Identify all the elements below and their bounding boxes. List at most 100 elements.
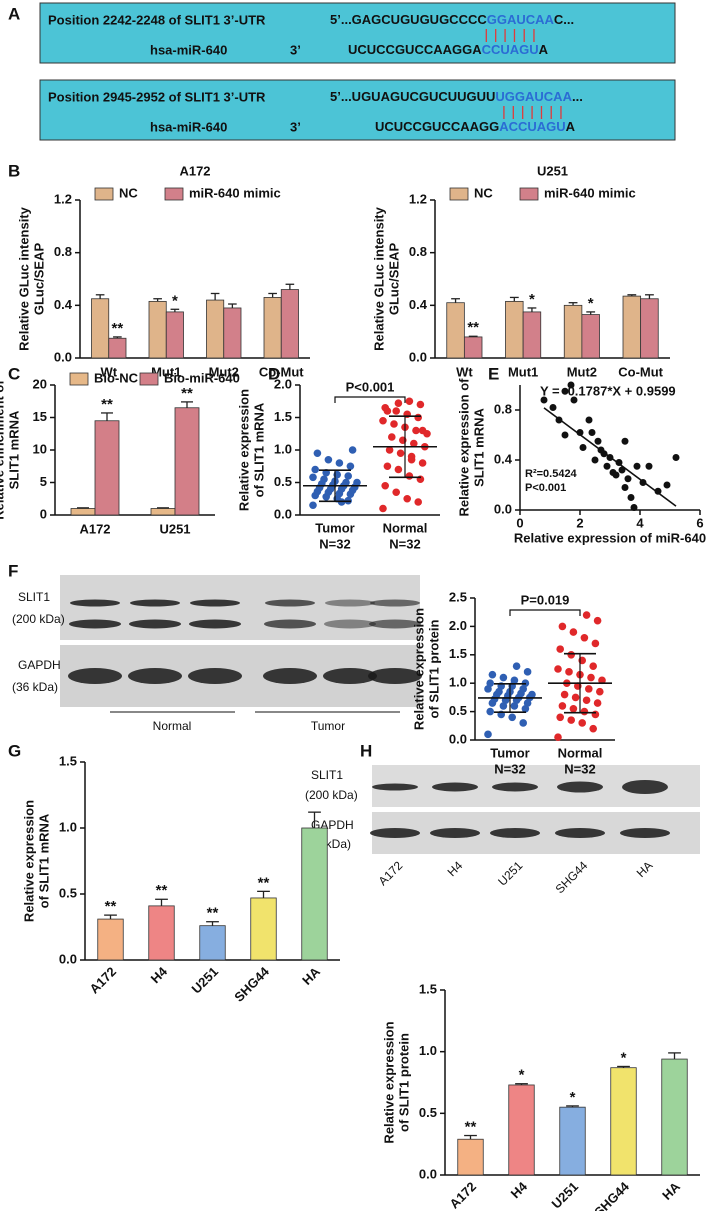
data-point — [645, 462, 653, 470]
data-point — [627, 494, 635, 501]
y-tick-label: 1.5 — [419, 981, 437, 996]
x-tick-label: U251 — [159, 521, 190, 536]
bar — [622, 295, 642, 359]
bar — [70, 508, 96, 516]
x-tick-label: Tumor — [315, 520, 354, 535]
data-point — [383, 462, 392, 471]
panel-label: H — [360, 741, 372, 760]
blot-band — [68, 668, 122, 684]
data-point — [558, 622, 567, 631]
legend-label: miR-640 mimic — [544, 185, 636, 200]
y-tick-label: 0.8 — [409, 244, 427, 259]
data-point — [379, 504, 387, 513]
data-point — [309, 473, 317, 482]
y-tick-label: 0.0 — [274, 506, 292, 521]
data-point — [313, 449, 322, 458]
data-point — [414, 413, 423, 422]
data-point — [672, 454, 680, 461]
x-tick-note: N=32 — [564, 761, 595, 776]
data-point — [585, 416, 593, 424]
data-point — [569, 628, 578, 636]
blot-band — [190, 599, 240, 607]
blot-band — [430, 828, 480, 838]
data-point — [554, 733, 562, 741]
blot-label: (200 kDa) — [12, 612, 65, 626]
significance-label: * — [621, 1049, 627, 1066]
bar — [301, 827, 328, 961]
sequence-part: CCUAGU — [482, 42, 539, 57]
x-tick-label: 0 — [516, 515, 523, 530]
blot-band — [130, 599, 180, 607]
sequence-box — [39, 79, 676, 141]
y-tick-label: 2.5 — [449, 589, 467, 604]
data-point — [624, 475, 632, 483]
legend-swatch — [139, 372, 159, 386]
data-point — [335, 459, 344, 467]
x-tick-label: Co-Mut — [259, 364, 304, 379]
data-point — [540, 396, 548, 404]
data-point — [348, 446, 357, 454]
y-tick-label: 0.0 — [494, 501, 512, 516]
data-point — [519, 719, 527, 727]
sequence-part: UCUCCGUCCAAGGA — [348, 42, 482, 57]
y-axis-label: GLuc/SEAP — [386, 243, 401, 316]
bar — [640, 298, 659, 359]
x-tick-label: 4 — [636, 515, 644, 530]
significance-label: * — [519, 1067, 525, 1084]
y-tick-label: 0.8 — [494, 401, 512, 416]
y-axis-label: Relative expression of — [456, 378, 471, 517]
bar — [508, 1084, 535, 1176]
x-tick-note: N=32 — [319, 536, 350, 551]
sequence-part: UCUCCGUCCAAGG — [375, 119, 499, 134]
lane-label: SHG44 — [553, 858, 591, 896]
sequence-part: GGAUCAA — [487, 12, 555, 27]
panel-label: G — [8, 741, 21, 760]
x-tick-label: Wt — [100, 364, 117, 379]
p-value: P=0.019 — [521, 592, 570, 607]
data-point — [556, 645, 564, 653]
significance-label: ** — [465, 1119, 477, 1136]
data-point — [565, 668, 573, 676]
blot-band — [128, 668, 182, 684]
significance-label: ** — [112, 320, 124, 337]
blot-band — [622, 780, 668, 794]
bar — [661, 1058, 688, 1176]
data-point — [621, 484, 629, 491]
data-point — [381, 481, 390, 490]
data-point — [486, 679, 495, 687]
x-tick-note: N=32 — [494, 761, 525, 776]
x-tick-label: Normal — [558, 745, 603, 760]
bar — [505, 300, 524, 359]
blot-band — [325, 599, 375, 607]
mirna-name: hsa-miR-640 — [150, 119, 227, 134]
data-point — [508, 713, 516, 722]
data-point — [394, 399, 403, 408]
data-point — [385, 446, 394, 454]
blot-band — [129, 619, 181, 629]
y-tick-label: 1.0 — [449, 675, 467, 690]
y-tick-label: 0.4 — [409, 297, 428, 312]
y-axis-label: of SLIT1 mRNA — [251, 402, 266, 497]
y-tick-label: 15 — [33, 409, 47, 424]
lane-label: U251 — [495, 858, 525, 888]
data-point — [654, 487, 662, 495]
y-axis-label: of SLIT1 protein — [396, 1033, 411, 1132]
bar — [150, 508, 176, 516]
data-point — [418, 459, 427, 467]
x-tick-label: Wt — [456, 364, 473, 379]
y-axis-label: Relative GLuc intensity — [371, 206, 386, 351]
data-point — [591, 639, 600, 648]
lane-label: HA — [634, 858, 656, 880]
significance-bracket — [509, 609, 581, 616]
data-point — [594, 437, 602, 445]
significance-label: * — [570, 1089, 576, 1106]
x-tick-label: A172 — [86, 964, 119, 997]
y-axis-label: of SLIT1 mRNA — [36, 813, 51, 908]
y-tick-label: 1.0 — [419, 1043, 437, 1058]
x-tick-label: A172 — [446, 1179, 479, 1211]
blot-band — [265, 599, 315, 607]
data-point — [580, 633, 589, 642]
blot-band — [432, 782, 478, 792]
bar — [563, 304, 583, 359]
